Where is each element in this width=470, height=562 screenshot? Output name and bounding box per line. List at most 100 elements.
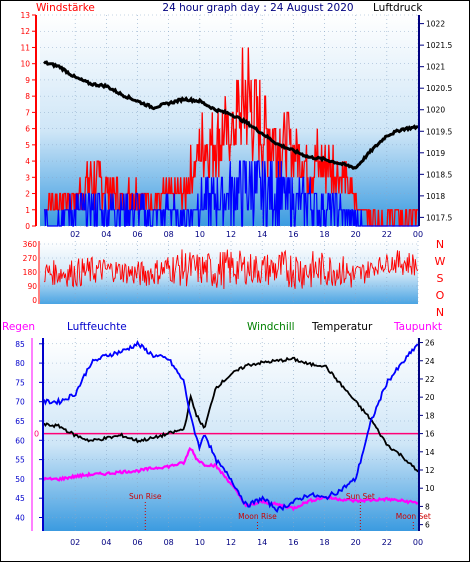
annotation-label: Moon Rise (238, 512, 277, 521)
time-tick-label-bottom: 04 (101, 538, 111, 547)
direction-tick-label: 180 (23, 268, 38, 277)
astronomy-annotations: Sun Rise Moon Rise Sun Set Moon Set (129, 492, 431, 531)
time-tick-label: 10 (195, 230, 205, 239)
wind-tick-label: 11 (20, 43, 30, 52)
compass-letter: N (436, 306, 444, 319)
temperature-tick-label: 6 (425, 521, 430, 530)
humidity-tick-label: 85 (15, 340, 25, 349)
pressure-tick-label: 1019 (426, 149, 445, 158)
wind-tick-label: 1 (25, 206, 30, 215)
direction-axis-ticks: 0 90 180 270 360 (23, 240, 38, 305)
temperature-tick-label: 22 (425, 375, 435, 384)
time-tick-label-bottom: 18 (319, 538, 329, 547)
pressure-tick-label: 1020 (426, 106, 445, 115)
wind-direction-series (43, 249, 418, 290)
graph-title: 24 hour graph day : 24 August 2020 (162, 2, 353, 14)
compass-letter: O (436, 289, 445, 302)
pressure-tick-label: 1021.5 (426, 41, 452, 50)
time-tick-label: 02 (70, 230, 80, 239)
time-tick-label: 08 (164, 230, 174, 239)
wind-tick-label: 8 (25, 92, 30, 101)
time-tick-label: 14 (257, 230, 267, 239)
time-tick-label-bottom: 02 (70, 538, 80, 547)
pressure-series (43, 60, 419, 170)
humidity-tick-label: 80 (15, 359, 25, 368)
compass-letter: S (437, 272, 444, 285)
direction-tick-label: 90 (27, 282, 37, 291)
pressure-tick-label: 1018.5 (426, 170, 452, 179)
humidity-tick-label: 65 (15, 417, 25, 426)
humidity-tick-label: 70 (15, 398, 25, 407)
humidity-tick-label: 60 (15, 436, 25, 445)
wind-speed-line (44, 47, 419, 227)
temperature-tick-label: 16 (425, 430, 435, 439)
wind-tick-label: 9 (25, 76, 30, 85)
temperature-tick-label: 26 (425, 339, 435, 348)
time-tick-label: 18 (319, 230, 329, 239)
time-axis-ticks-bottom: 02 04 06 08 10 12 14 16 18 20 22 00 (70, 538, 423, 547)
humidity-series (43, 339, 419, 514)
air-pressure-label: Luftdruck (373, 2, 423, 14)
pressure-tick-label: 1018 (426, 192, 445, 201)
time-tick-label: 06 (132, 230, 142, 239)
temperature-tick-label: 8 (425, 502, 430, 511)
time-tick-label-bottom: 16 (288, 538, 298, 547)
time-tick-label-bottom: 20 (351, 538, 361, 547)
time-tick-label: 00 (413, 230, 423, 239)
temperature-tick-label: 18 (425, 411, 435, 420)
direction-tick-label: 360 (23, 240, 38, 249)
pressure-tick-label: 1020.5 (426, 84, 452, 93)
dewpoint-series (43, 446, 419, 512)
humidity-axis-ticks: 40 45 50 55 60 65 70 75 80 85 (15, 340, 43, 522)
wind-tick-label: 2 (25, 190, 30, 199)
wind-tick-label: 12 (20, 27, 30, 36)
temperature-axis-ticks: 6 8 10 12 14 16 18 20 22 24 26 (419, 339, 435, 530)
wind-tick-label: 6 (25, 125, 30, 134)
direction-tick-label: 270 (23, 254, 38, 263)
time-tick-label: 20 (351, 230, 361, 239)
humidity-label: Luftfeuchte (67, 321, 127, 333)
temperature-tick-label: 14 (425, 448, 435, 457)
humidity-tick-label: 55 (15, 456, 25, 465)
annotation-label: Moon Set (396, 512, 431, 521)
time-tick-label-bottom: 06 (132, 538, 142, 547)
time-tick-label-bottom: 10 (195, 538, 205, 547)
wind-strength-label: Windstärke (36, 2, 95, 14)
time-tick-label: 12 (226, 230, 236, 239)
wind-direction-line (43, 249, 418, 290)
pressure-axis-ticks: 1017.5 1018 1018.5 1019 1019.5 1020 1020.5 1021… (419, 20, 452, 222)
pressure-tick-label: 1022 (426, 20, 445, 29)
direction-tick-label: 0 (32, 296, 37, 305)
compass-letter: W (435, 255, 446, 268)
time-tick-label: 04 (101, 230, 111, 239)
time-axis-ticks: 02 04 06 08 10 12 14 16 18 20 22 00 (70, 230, 423, 239)
temperature-tick-label: 24 (425, 357, 435, 366)
pressure-tick-label: 1019.5 (426, 127, 452, 136)
temperature-tick-label: 10 (425, 484, 435, 493)
humidity-tick-label: 45 (15, 494, 25, 503)
wind-direction-gridlines (40, 241, 419, 304)
wind-tick-label: 10 (20, 60, 30, 69)
annotation-label: Sun Rise (129, 492, 162, 501)
wind-tick-label: 0 (25, 222, 30, 231)
freezing-line-label: 0 (34, 430, 39, 439)
wind-speed-series (44, 47, 419, 227)
time-tick-label: 22 (382, 230, 392, 239)
wind-tick-label: 7 (25, 108, 30, 117)
rain-label: Regen (2, 321, 35, 333)
pressure-tick-label: 1017.5 (426, 213, 452, 222)
compass-letter: N (436, 238, 444, 251)
annotation-label: Sun Set (346, 492, 375, 501)
wind-tick-label: 3 (25, 173, 30, 182)
temperature-label: Temperatur (311, 321, 373, 333)
time-tick-label-bottom: 12 (226, 538, 236, 547)
humidity-tick-label: 40 (15, 513, 25, 522)
time-tick-label-bottom: 00 (413, 538, 423, 547)
wind-tick-label: 13 (20, 11, 30, 20)
temperature-series (43, 356, 419, 473)
windchill-label: Windchill (247, 321, 295, 333)
temperature-tick-label: 12 (425, 466, 435, 475)
humidity-tick-label: 50 (15, 475, 25, 484)
